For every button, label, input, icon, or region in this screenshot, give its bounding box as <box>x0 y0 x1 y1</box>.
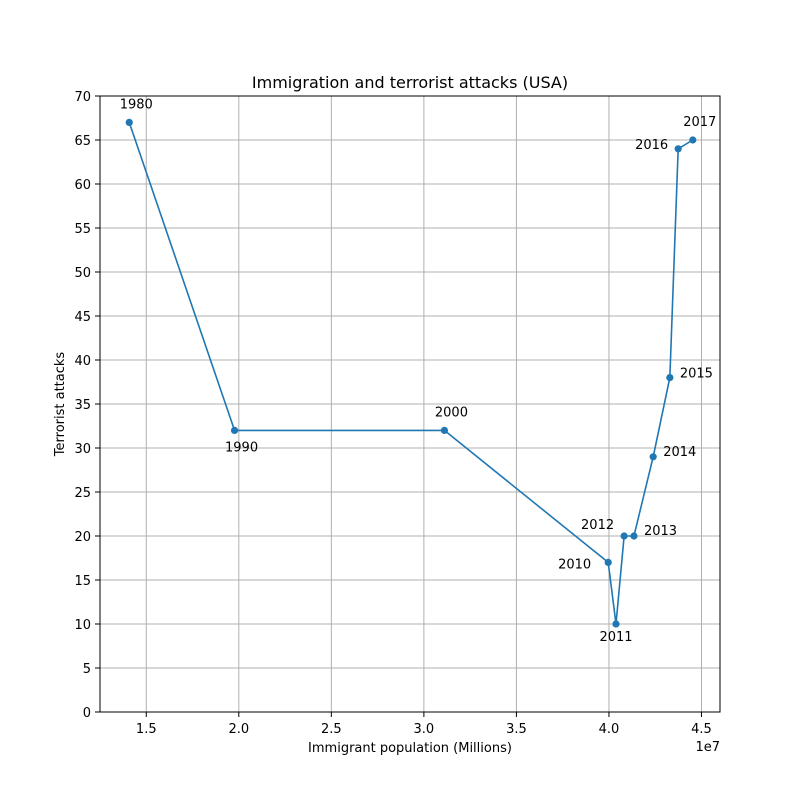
data-point-2015 <box>666 374 674 382</box>
point-label-2015: 2015 <box>680 367 713 382</box>
x-axis-label: Immigrant population (Millions) <box>308 741 512 756</box>
y-tick-label: 55 <box>74 222 91 237</box>
data-point-2017 <box>689 136 697 144</box>
x-tick-label: 1.5 <box>136 722 157 737</box>
point-label-1980: 1980 <box>120 97 153 112</box>
point-label-1990: 1990 <box>225 440 258 455</box>
y-tick-label: 60 <box>74 178 91 193</box>
chart-title: Immigration and terrorist attacks (USA) <box>252 73 568 92</box>
y-tick-label: 40 <box>74 354 91 369</box>
data-point-2011 <box>612 620 620 628</box>
y-tick-label: 65 <box>74 134 91 149</box>
data-point-2012 <box>620 532 628 540</box>
point-label-2010: 2010 <box>558 557 591 572</box>
y-tick-label: 30 <box>74 442 91 457</box>
x-tick-label: 3.0 <box>414 722 435 737</box>
x-tick-label: 3.5 <box>506 722 527 737</box>
y-tick-label: 20 <box>74 530 91 545</box>
point-label-layer: 1980 1990 2000 2010 2011 2012 2013 2014 2015 2016… <box>120 97 717 645</box>
point-label-2012: 2012 <box>581 518 614 533</box>
y-axis-label: Terrorist attacks <box>53 352 68 458</box>
series-layer <box>125 118 697 628</box>
y-tick-label: 10 <box>74 618 91 633</box>
data-point-2013 <box>630 532 638 540</box>
point-label-2011: 2011 <box>599 630 632 645</box>
point-label-2016: 2016 <box>635 138 668 153</box>
x-axis-offset-label: 1e7 <box>695 740 720 755</box>
plot-frame <box>99 95 721 713</box>
y-tick-label: 15 <box>74 574 91 589</box>
y-tick-label: 70 <box>74 90 91 105</box>
y-tick-label: 25 <box>74 486 91 501</box>
data-point-1980 <box>125 118 133 126</box>
y-tick-label: 5 <box>83 662 91 677</box>
point-label-2017: 2017 <box>683 115 716 130</box>
y-tick-label: 0 <box>83 706 91 721</box>
point-label-2000: 2000 <box>435 405 468 420</box>
x-tick-label: 4.5 <box>691 722 712 737</box>
data-point-2010 <box>604 558 612 567</box>
point-label-2013: 2013 <box>644 524 677 539</box>
x-tick-label: 2.0 <box>228 722 249 737</box>
y-tick-label: 35 <box>74 398 91 413</box>
y-tick-label: 45 <box>74 310 91 325</box>
data-point-2014 <box>649 453 657 461</box>
y-tick-label: 50 <box>74 266 91 281</box>
x-tick-label: 2.5 <box>321 722 342 737</box>
tick-layer: 1.5 2.0 2.5 3.0 3.5 4.0 4.5 0 5 10 15 20 25 30 35 40 45 5… <box>74 90 711 737</box>
data-point-2000 <box>440 426 449 434</box>
data-point-2016 <box>674 145 682 153</box>
x-tick-label: 4.0 <box>599 722 620 737</box>
point-label-2014: 2014 <box>663 445 696 460</box>
data-point-1990 <box>230 426 239 434</box>
